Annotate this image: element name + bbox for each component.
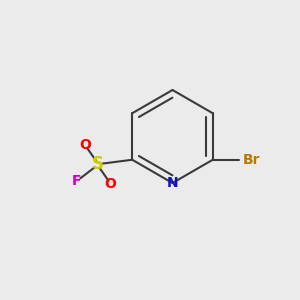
Text: F: F [71,174,81,188]
Text: N: N [167,176,178,190]
Text: S: S [92,155,104,173]
Text: O: O [79,138,91,152]
Text: Br: Br [243,153,260,167]
Text: O: O [104,177,116,191]
